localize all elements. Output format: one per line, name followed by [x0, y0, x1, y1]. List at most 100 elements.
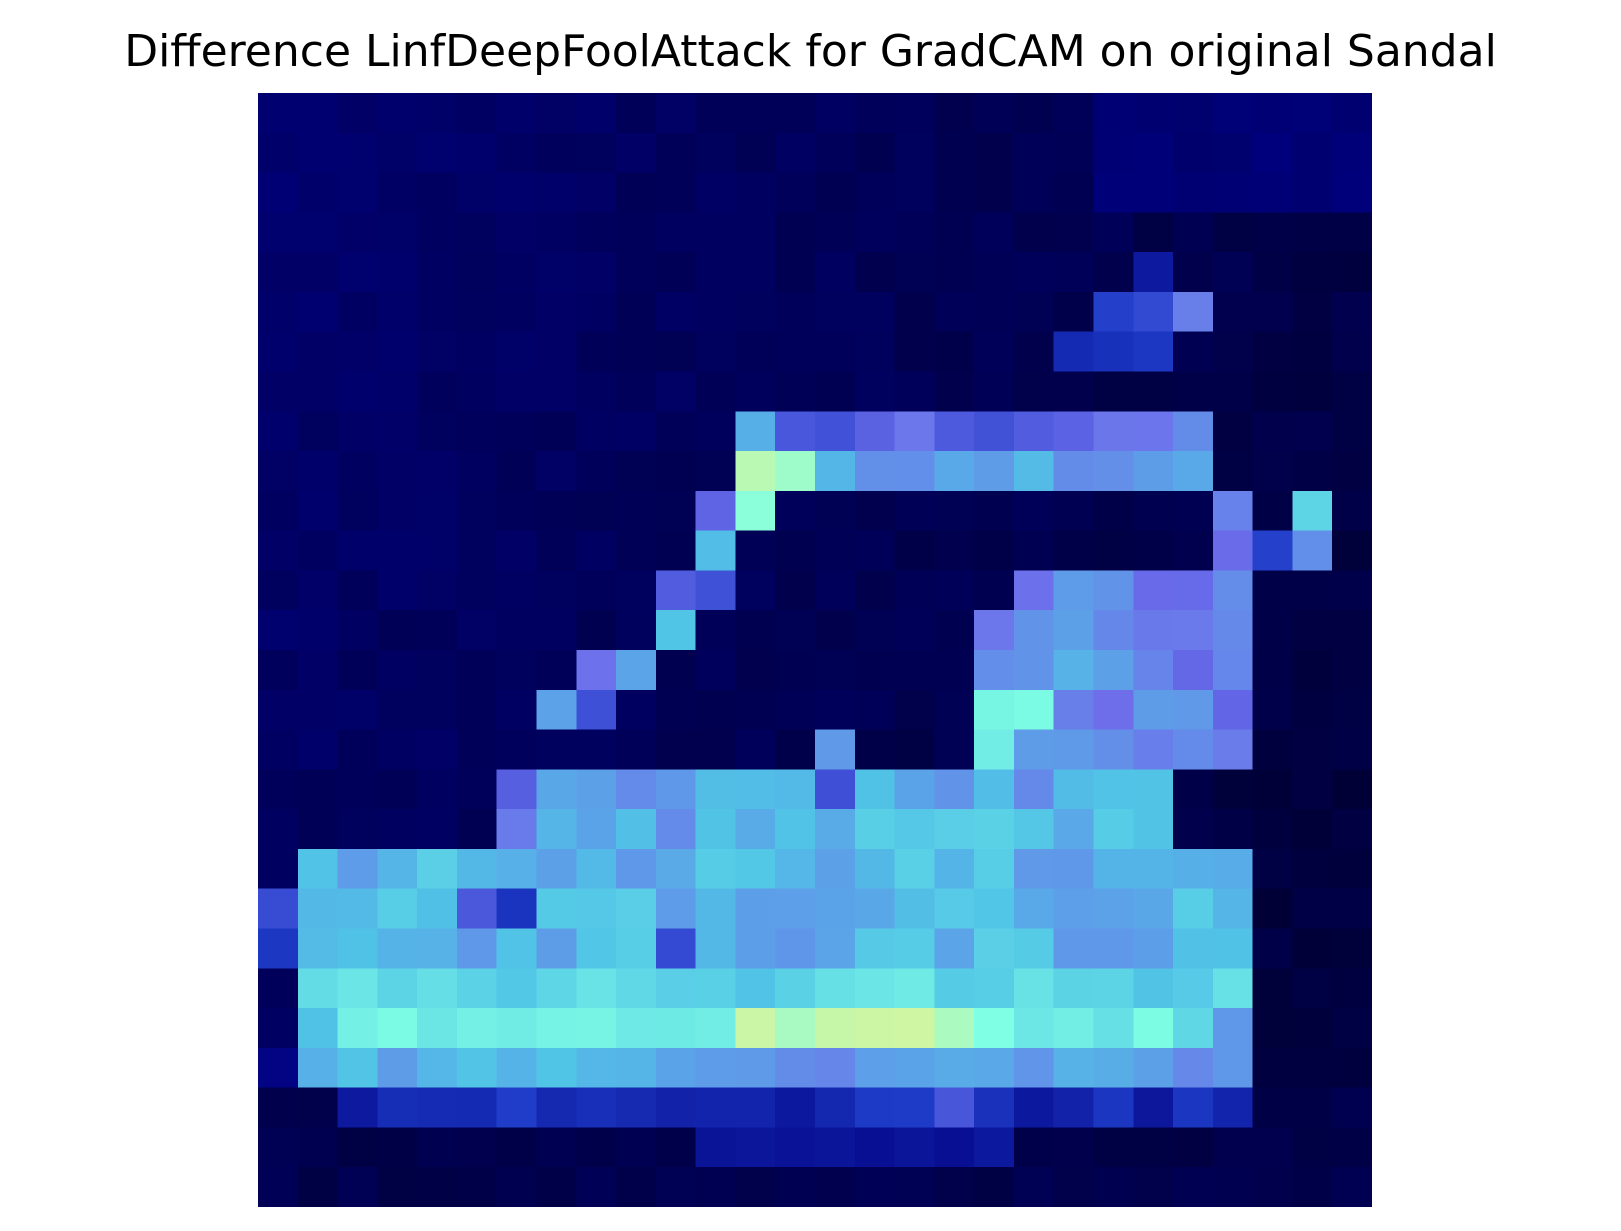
heatmap-pixel: [815, 968, 856, 1009]
heatmap-pixel: [655, 291, 697, 333]
heatmap-pixel: [775, 252, 816, 293]
heatmap-pixel: [1173, 928, 1214, 970]
heatmap-pixel: [258, 451, 299, 492]
heatmap-pixel: [337, 1127, 379, 1169]
heatmap-pixel: [1292, 331, 1334, 373]
heatmap-pixel: [1173, 331, 1214, 373]
heatmap-pixel: [1212, 1087, 1254, 1129]
heatmap-pixel: [1212, 411, 1254, 452]
heatmap-pixel: [894, 490, 936, 532]
heatmap-pixel: [258, 848, 299, 890]
heatmap-pixel: [1093, 610, 1135, 651]
heatmap-pixel: [655, 1047, 697, 1089]
heatmap-pixel: [496, 371, 538, 413]
heatmap-pixel: [297, 729, 339, 771]
heatmap-pixel: [456, 291, 498, 333]
heatmap-pixel: [456, 1008, 498, 1049]
heatmap-pixel: [815, 1008, 856, 1049]
heatmap-pixel: [417, 132, 458, 174]
heatmap-pixel: [1212, 570, 1254, 612]
heatmap-pixel: [1093, 291, 1135, 333]
heatmap-pixel: [815, 809, 856, 850]
heatmap-pixel: [258, 252, 299, 293]
heatmap-pixel: [1332, 848, 1372, 890]
heatmap-pixel: [695, 371, 737, 413]
heatmap-pixel: [775, 451, 816, 492]
heatmap-pixel: [337, 729, 379, 771]
heatmap-pixel: [1093, 172, 1135, 214]
heatmap-pixel: [337, 93, 379, 134]
heatmap-pixel: [854, 490, 896, 532]
heatmap-pixel: [1252, 252, 1294, 293]
heatmap-pixel: [775, 1008, 816, 1049]
heatmap-pixel: [1133, 212, 1174, 253]
heatmap-pixel: [894, 132, 936, 174]
heatmap-pixel: [695, 968, 737, 1009]
heatmap-pixel: [616, 93, 657, 134]
heatmap-pixel: [735, 1127, 777, 1169]
heatmap-pixel: [456, 570, 498, 612]
heatmap-pixel: [1053, 650, 1095, 691]
heatmap-pixel: [1173, 689, 1214, 731]
heatmap-pixel: [894, 252, 936, 293]
heatmap-pixel: [377, 1087, 418, 1129]
heatmap-pixel: [536, 411, 578, 452]
heatmap-pixel: [934, 1008, 975, 1049]
heatmap-pixel: [655, 650, 697, 691]
heatmap-pixel: [417, 809, 458, 850]
heatmap-pixel: [1332, 490, 1372, 532]
heatmap-pixel: [775, 809, 816, 850]
heatmap-pixel: [1212, 689, 1254, 731]
heatmap-pixel: [1093, 729, 1135, 771]
heatmap-pixel: [775, 1087, 816, 1129]
heatmap-pixel: [934, 1167, 975, 1207]
heatmap-pixel: [616, 848, 657, 890]
heatmap-pixel: [934, 252, 975, 293]
heatmap-pixel: [655, 451, 697, 492]
heatmap-pixel: [1252, 291, 1294, 333]
heatmap-pixel: [894, 371, 936, 413]
heatmap-pixel: [536, 1047, 578, 1089]
heatmap-pixel: [1212, 769, 1254, 810]
heatmap-pixel: [1332, 371, 1372, 413]
heatmap-pixel: [695, 650, 737, 691]
heatmap-pixel: [417, 172, 458, 214]
heatmap-pixel: [536, 371, 578, 413]
heatmap-pixel: [1093, 1008, 1135, 1049]
heatmap-pixel: [1292, 93, 1334, 134]
heatmap-pixel: [695, 93, 737, 134]
heatmap-pixel: [417, 451, 458, 492]
heatmap-pixel: [377, 968, 418, 1009]
heatmap-pixel: [775, 650, 816, 691]
heatmap-pixel: [1093, 769, 1135, 810]
heatmap-pixel: [1093, 93, 1135, 134]
heatmap-pixel: [1332, 809, 1372, 850]
heatmap-pixel: [1212, 650, 1254, 691]
heatmap-pixel: [655, 848, 697, 890]
heatmap-pixel: [536, 729, 578, 771]
heatmap-pixel: [536, 1087, 578, 1129]
heatmap-pixel: [1053, 451, 1095, 492]
heatmap-pixel: [576, 1008, 617, 1049]
heatmap-pixel: [974, 1127, 1015, 1169]
heatmap-pixel: [854, 1167, 896, 1207]
heatmap-pixel: [894, 530, 936, 572]
heatmap-pixel: [337, 1008, 379, 1049]
heatmap-pixel: [616, 530, 657, 572]
heatmap-pixel: [496, 888, 538, 930]
heatmap-pixel: [417, 1047, 458, 1089]
heatmap-pixel: [894, 968, 936, 1009]
heatmap-pixel: [536, 968, 578, 1009]
heatmap-pixel: [934, 132, 975, 174]
heatmap-pixel: [1252, 888, 1294, 930]
heatmap-pixel: [934, 93, 975, 134]
heatmap-pixel: [854, 252, 896, 293]
heatmap-pixel: [258, 729, 299, 771]
heatmap-pixel: [297, 93, 339, 134]
heatmap-pixel: [775, 172, 816, 214]
heatmap-pixel: [655, 689, 697, 731]
heatmap-pixel: [377, 530, 418, 572]
heatmap-pixel: [456, 371, 498, 413]
heatmap-pixel: [1133, 848, 1174, 890]
heatmap-pixel: [1212, 848, 1254, 890]
